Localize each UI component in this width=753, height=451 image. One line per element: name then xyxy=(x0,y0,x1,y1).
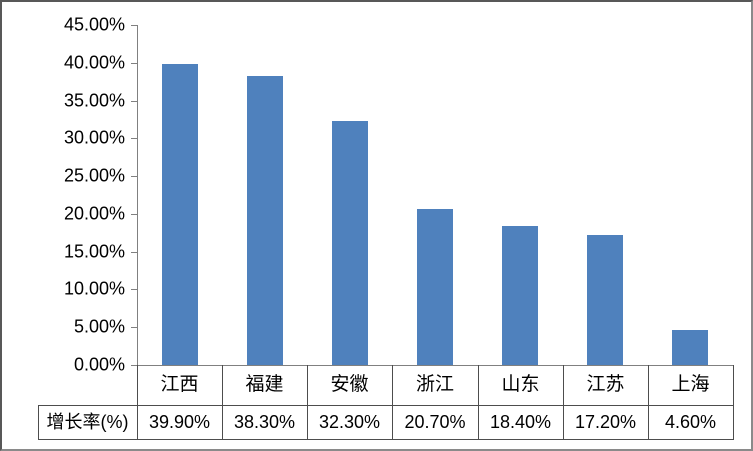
category-cell: 上海 xyxy=(671,374,710,395)
bar xyxy=(502,226,538,365)
value-cell: 20.70% xyxy=(404,412,466,432)
table-line-vertical xyxy=(222,365,223,439)
y-axis-tick xyxy=(131,252,137,253)
category-cell: 安徽 xyxy=(330,374,369,395)
data-table-row-label: 增长率(%) xyxy=(46,412,129,432)
category-cell: 浙江 xyxy=(415,374,454,395)
y-axis-tick xyxy=(131,214,137,215)
value-cell: 18.40% xyxy=(489,412,552,432)
y-axis-tick xyxy=(131,138,137,139)
table-line-horizontal xyxy=(38,405,734,406)
value-cell: 39.90% xyxy=(148,412,211,432)
value-cell: 17.20% xyxy=(574,412,637,432)
y-axis-tick-label: 10.00% xyxy=(63,278,125,299)
value-cell: 4.60% xyxy=(664,412,717,432)
y-axis-tick-label: 40.00% xyxy=(63,52,125,73)
table-line-vertical xyxy=(563,365,564,439)
bar xyxy=(162,64,198,365)
y-axis-line xyxy=(137,25,138,365)
table-line-vertical xyxy=(38,405,39,439)
category-cell: 江西 xyxy=(160,374,199,395)
category-cell: 江苏 xyxy=(586,374,625,395)
y-axis-tick-label: 15.00% xyxy=(63,241,125,262)
y-axis-tick-label: 45.00% xyxy=(63,14,125,35)
bar xyxy=(332,121,368,365)
value-cell: 32.30% xyxy=(318,412,381,432)
table-line-vertical xyxy=(392,365,393,439)
x-axis-line xyxy=(137,365,734,366)
bar xyxy=(247,76,283,365)
y-axis-tick xyxy=(131,327,137,328)
y-axis-tick-label: 20.00% xyxy=(63,203,125,224)
y-axis-tick-label: 35.00% xyxy=(63,90,125,111)
y-axis-tick-label: 0.00% xyxy=(73,354,125,375)
bar xyxy=(672,330,708,365)
value-cell: 38.30% xyxy=(233,412,296,432)
y-axis-tick-label: 30.00% xyxy=(63,127,125,148)
bar xyxy=(587,235,623,365)
table-line-horizontal xyxy=(38,439,734,440)
y-axis-tick-label: 5.00% xyxy=(73,316,125,337)
y-axis-tick xyxy=(131,63,137,64)
y-axis-tick xyxy=(131,365,137,366)
table-line-vertical xyxy=(307,365,308,439)
table-line-vertical xyxy=(478,365,479,439)
bar xyxy=(417,209,453,365)
y-axis-tick-label: 25.00% xyxy=(63,165,125,186)
category-cell: 山东 xyxy=(501,374,540,395)
y-axis-tick xyxy=(131,25,137,26)
category-cell: 福建 xyxy=(245,374,284,395)
table-line-vertical xyxy=(648,365,649,439)
y-axis-tick xyxy=(131,289,137,290)
table-line-vertical xyxy=(733,365,734,439)
y-axis-tick xyxy=(131,101,137,102)
table-line-vertical xyxy=(137,365,138,439)
y-axis-tick xyxy=(131,176,137,177)
